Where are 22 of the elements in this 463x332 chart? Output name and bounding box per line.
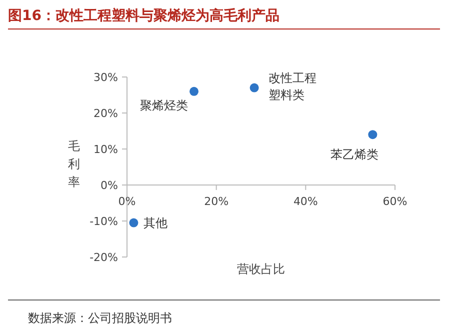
x-tick-label: 20% [204, 195, 229, 208]
source-note: 数据来源：公司招股说明书 [28, 311, 172, 325]
x-tick-label: 60% [382, 195, 408, 208]
point [190, 86, 198, 96]
y-tick-label: -10% [90, 215, 118, 228]
y-tick-label: -20% [90, 251, 118, 264]
point [250, 83, 259, 92]
point [129, 218, 138, 228]
annotation: 苯乙烯类 [330, 148, 379, 162]
y-tick-label: 0% [100, 179, 118, 192]
chart-title: 图16：改性工程塑料与聚烯烃为高毛利产品 [8, 7, 280, 24]
annotation: 聚烯烃类 [140, 98, 188, 112]
x-tick-label: 0% [118, 195, 136, 208]
annotation: 其他 [144, 216, 168, 230]
annotation: 改性工程塑料类 [268, 70, 316, 102]
y-axis-title: 毛利率 [68, 139, 80, 189]
y-tick-label: 20% [94, 107, 118, 120]
x-tick-label: 40% [293, 195, 318, 208]
y-tick-label: 30% [94, 71, 118, 84]
point [368, 130, 378, 140]
y-tick-label: 10% [94, 143, 118, 156]
x-axis-title: 营收占比 [237, 262, 285, 276]
